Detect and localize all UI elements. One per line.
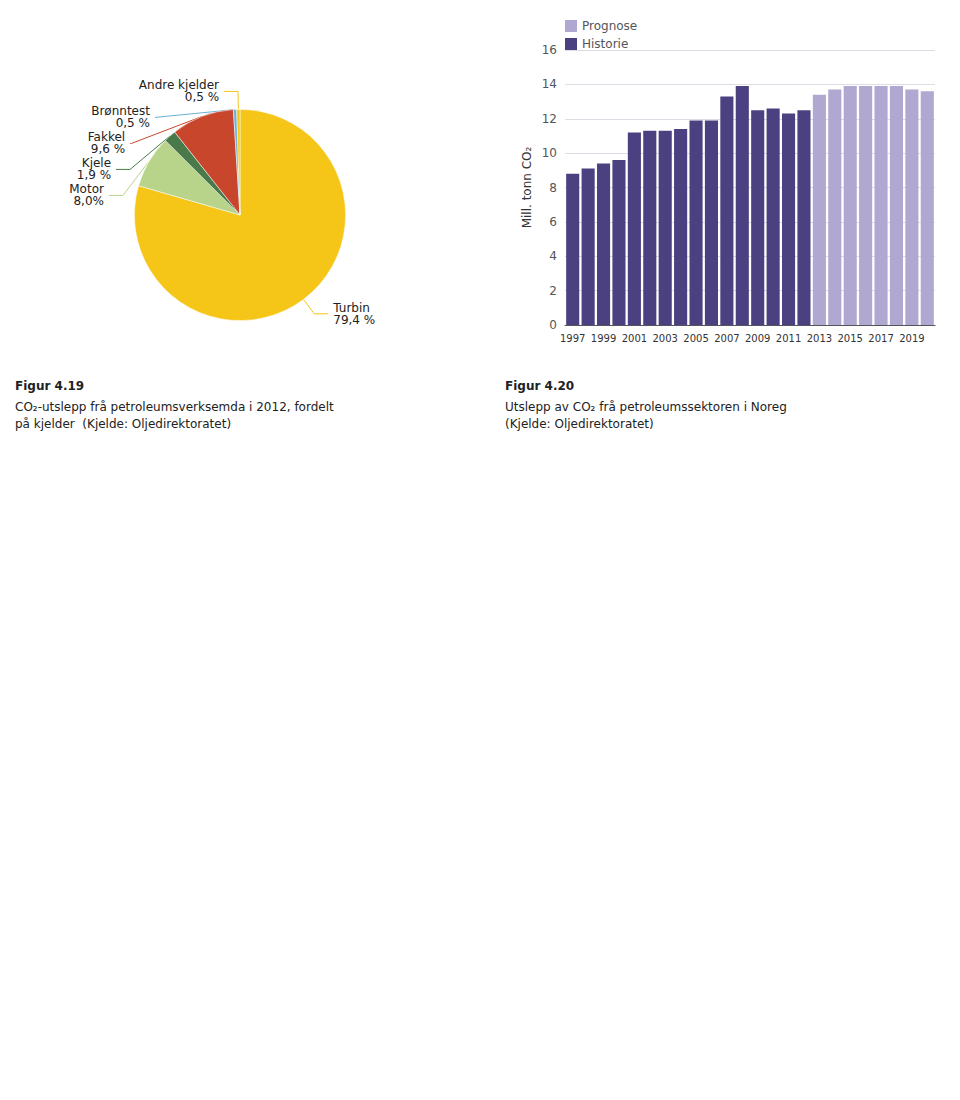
svg-text:4: 4 (549, 249, 557, 263)
svg-text:2: 2 (549, 284, 557, 298)
svg-text:2015: 2015 (837, 333, 862, 344)
svg-text:CO₂-utslepp frå petroleumsverk: CO₂-utslepp frå petroleumsverksemda i 20… (15, 400, 334, 414)
svg-text:8,0%: 8,0% (73, 194, 104, 208)
svg-text:Kjele: Kjele (81, 156, 112, 171)
svg-text:Historie: Historie (582, 37, 628, 51)
svg-text:8: 8 (549, 181, 557, 195)
svg-text:Motor: Motor (69, 182, 104, 197)
svg-text:2019: 2019 (899, 333, 924, 344)
svg-text:79,4 %: 79,4 % (333, 313, 375, 327)
svg-text:0,5 %: 0,5 % (116, 116, 150, 130)
svg-text:Prognose: Prognose (582, 19, 637, 33)
svg-text:Brønntest: Brønntest (91, 104, 150, 119)
svg-text:10: 10 (542, 146, 557, 160)
svg-text:14: 14 (542, 77, 557, 91)
svg-text:Utslepp av CO₂ frå petroleumss: Utslepp av CO₂ frå petroleumssektoren i … (505, 400, 787, 414)
svg-text:1999: 1999 (591, 333, 616, 344)
svg-text:Mill. tonn CO₂: Mill. tonn CO₂ (520, 146, 534, 228)
svg-text:2011: 2011 (776, 333, 801, 344)
svg-text:på kjelder (Kjelde: Oljedirek: på kjelder (Kjelde: Oljedirektoratet) (15, 417, 231, 431)
svg-text:1,9 %: 1,9 % (77, 168, 111, 182)
svg-text:2001: 2001 (622, 333, 647, 344)
svg-text:Andre kjelder: Andre kjelder (138, 78, 220, 93)
svg-text:12: 12 (542, 112, 557, 126)
svg-text:2005: 2005 (683, 333, 708, 344)
svg-text:2009: 2009 (745, 333, 770, 344)
svg-text:6: 6 (549, 215, 557, 229)
svg-text:1997: 1997 (560, 333, 585, 344)
svg-text:2007: 2007 (714, 333, 739, 344)
svg-text:9,6 %: 9,6 % (91, 142, 125, 156)
svg-text:(Kjelde: Oljedirektoratet): (Kjelde: Oljedirektoratet) (505, 417, 654, 431)
svg-text:Turbin: Turbin (333, 300, 370, 315)
svg-text:Fakkel: Fakkel (87, 130, 126, 145)
svg-text:0,5 %: 0,5 % (185, 90, 219, 104)
svg-text:2013: 2013 (807, 333, 832, 344)
svg-text:0: 0 (549, 318, 557, 332)
svg-text:2017: 2017 (868, 333, 893, 344)
svg-text:Figur 4.20: Figur 4.20 (505, 379, 574, 393)
svg-text:Figur 4.19: Figur 4.19 (15, 379, 84, 393)
svg-text:2003: 2003 (652, 333, 677, 344)
svg-text:16: 16 (542, 43, 557, 57)
